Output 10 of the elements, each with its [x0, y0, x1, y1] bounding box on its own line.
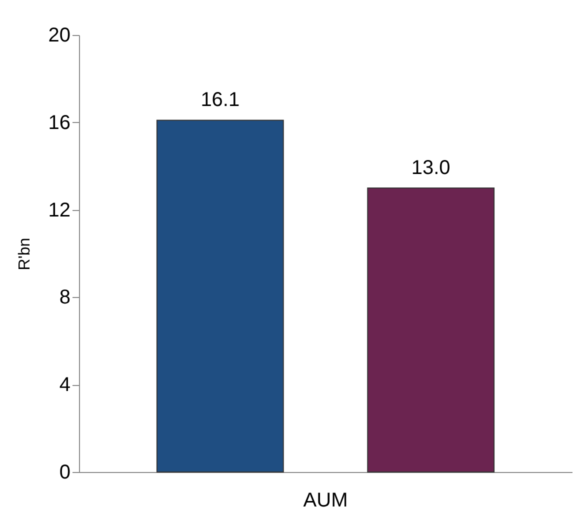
data-label: 16.1: [200, 89, 240, 112]
x-tick-label: AUM: [303, 490, 348, 512]
y-tick-label: 8: [59, 286, 70, 309]
y-tick-label: 4: [59, 374, 70, 396]
y-axis-title: R'bn: [16, 238, 34, 270]
y-tick-label: 16: [48, 112, 70, 134]
y-tick-label: 12: [48, 199, 70, 222]
data-label: 13.0: [411, 156, 450, 179]
y-tick-label: 20: [48, 24, 70, 46]
y-tick-label: 0: [59, 462, 70, 484]
